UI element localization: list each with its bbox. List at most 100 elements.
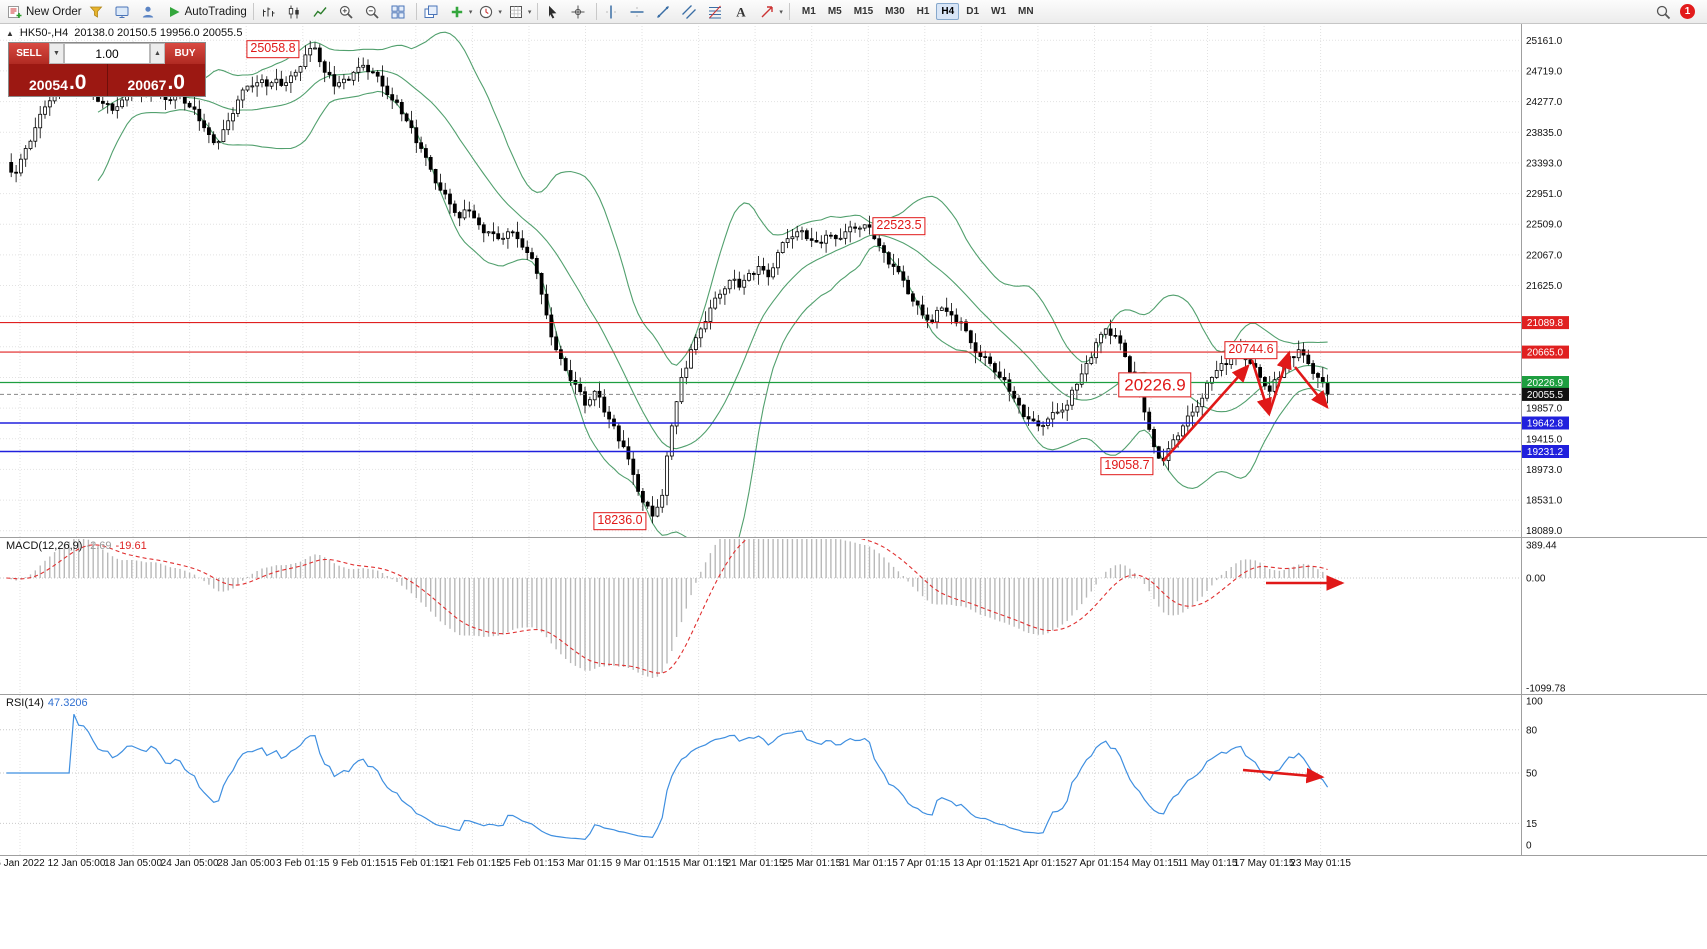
svg-text:19857.0: 19857.0	[1526, 404, 1563, 415]
terminal-button[interactable]	[111, 0, 137, 23]
buy-button[interactable]: BUY	[165, 43, 205, 64]
annotation-arrow[interactable]	[1162, 364, 1250, 462]
toolbar-separator	[252, 3, 254, 20]
fibonacci-button[interactable]	[704, 0, 730, 23]
timeframe-m1[interactable]: M1	[801, 6, 816, 17]
price-callout[interactable]: 20226.9	[1118, 372, 1192, 398]
funnel-icon	[89, 6, 103, 18]
timeframe-w1[interactable]: W1	[991, 6, 1007, 17]
timeframe-mn[interactable]: MN	[1018, 6, 1034, 17]
svg-text:23 May 01:15: 23 May 01:15	[1290, 858, 1351, 869]
funnel-button[interactable]	[85, 0, 111, 23]
sell-button[interactable]: SELL	[9, 43, 49, 64]
svg-text:4 May 01:15: 4 May 01:15	[1123, 858, 1178, 869]
chevron-down-icon: ▾	[527, 8, 532, 16]
periods-button[interactable]: ▾	[475, 0, 505, 23]
annotation-arrow[interactable]	[1250, 359, 1272, 417]
svg-text:50: 50	[1526, 769, 1538, 780]
crosshair-icon	[571, 5, 585, 18]
annotation-arrow[interactable]	[1293, 366, 1329, 410]
volume-input[interactable]	[64, 43, 150, 64]
equidistant-channel-button[interactable]	[678, 0, 704, 23]
svg-text:18089.0: 18089.0	[1526, 526, 1563, 537]
price-level-tag: 20665.0	[1522, 345, 1569, 359]
cascade-windows-button[interactable]	[420, 0, 446, 23]
line-chart-mode-button[interactable]	[309, 0, 335, 23]
cursor-button[interactable]	[541, 0, 567, 23]
one-click-toggle-button[interactable]: ▲	[6, 28, 14, 38]
sell-price[interactable]: 20054.0	[9, 64, 107, 96]
trendline-button[interactable]	[652, 0, 678, 23]
horizontal-line-button[interactable]	[626, 0, 652, 23]
bar-chart-mode-button[interactable]	[257, 0, 283, 23]
price-level-tag: 19642.8	[1522, 416, 1569, 430]
svg-text:3 Mar 01:15: 3 Mar 01:15	[559, 858, 613, 869]
candlestick-mode-icon	[288, 5, 299, 18]
add-indicator-icon	[451, 6, 463, 17]
timeframe-h4[interactable]: H4	[936, 3, 960, 20]
svg-text:21 Feb 01:15: 21 Feb 01:15	[443, 858, 502, 869]
price-callout[interactable]: 18236.0	[593, 512, 647, 530]
annotation-arrow[interactable]	[1267, 350, 1292, 415]
zoom-in-icon	[339, 5, 353, 19]
candlestick-mode-button[interactable]	[283, 0, 309, 23]
tile-windows-button[interactable]	[387, 0, 413, 23]
timeframe-d1[interactable]: D1	[966, 6, 980, 17]
svg-text:20055.5: 20055.5	[1527, 390, 1564, 401]
timeframe-m30[interactable]: M30	[885, 6, 905, 17]
notification-badge[interactable]: 1	[1680, 4, 1695, 19]
symbol-name: HK50-,H4	[19, 27, 69, 39]
zoom-out-button[interactable]	[361, 0, 387, 23]
toolbar: New Order AutoTrading ▾ ▾ ▾ A ▾ M1 M5 M15 M30 H1 H4 D…	[0, 0, 1707, 24]
text-label-button[interactable]: A	[730, 0, 756, 23]
volume-increase-button[interactable]: ▲	[150, 43, 165, 64]
svg-text:13 Apr 01:15: 13 Apr 01:15	[953, 858, 1010, 869]
svg-text:80: 80	[1526, 725, 1538, 736]
annotation-arrow[interactable]	[1242, 767, 1325, 784]
svg-text:20226.9: 20226.9	[1527, 378, 1564, 389]
add-indicator-button[interactable]: ▾	[446, 0, 476, 23]
timeframe-h1[interactable]: H1	[916, 6, 930, 17]
line-chart-mode-icon	[313, 6, 327, 17]
autotrading-button[interactable]: AutoTrading	[163, 0, 250, 23]
svg-text:6 Jan 2022: 6 Jan 2022	[0, 858, 45, 869]
buy-price[interactable]: 20067.0	[107, 64, 205, 96]
symbol-info-bar: ▲ HK50-,H4 20138.0 20150.5 19956.0 20055…	[6, 27, 242, 39]
search-button[interactable]	[1652, 0, 1678, 23]
svg-text:22067.0: 22067.0	[1526, 250, 1563, 261]
templates-button[interactable]: ▾	[505, 0, 535, 23]
vertical-line-button[interactable]	[600, 0, 626, 23]
toolbar-separator	[415, 3, 417, 20]
arrows-tool-icon	[761, 5, 774, 17]
zoom-in-button[interactable]	[335, 0, 361, 23]
svg-text:A: A	[737, 4, 747, 19]
price-callout[interactable]: 19058.7	[1100, 457, 1154, 475]
price-callout[interactable]: 20744.6	[1224, 341, 1278, 359]
crosshair-button[interactable]	[567, 0, 593, 23]
svg-text:31 Mar 01:15: 31 Mar 01:15	[839, 858, 898, 869]
cursor-icon	[549, 5, 557, 18]
one-click-controls: SELL ▼ ▲ BUY	[9, 43, 205, 64]
price-callout[interactable]: 25058.8	[246, 40, 300, 58]
price-level-tag: 19231.2	[1522, 445, 1569, 458]
svg-text:19415.0: 19415.0	[1526, 434, 1563, 445]
chevron-down-icon: ▾	[498, 8, 502, 16]
svg-text:21625.0: 21625.0	[1526, 281, 1563, 292]
new-order-button[interactable]: New Order	[4, 0, 85, 23]
arrows-tool-button[interactable]: ▾	[756, 0, 786, 23]
toolbar-separator	[537, 3, 539, 20]
volume-decrease-button[interactable]: ▼	[49, 43, 64, 64]
svg-text:24 Jan 05:00: 24 Jan 05:00	[161, 858, 219, 869]
cascade-windows-icon	[424, 5, 438, 18]
price-callout[interactable]: 22523.5	[872, 217, 926, 235]
timeframe-m15[interactable]: M15	[853, 6, 874, 17]
timeframe-m5[interactable]: M5	[827, 6, 842, 17]
svg-text:9 Mar 01:15: 9 Mar 01:15	[615, 858, 669, 869]
horizontal-line-icon	[630, 6, 644, 17]
timeframe-group: M1 M5 M15 M30 H1 H4 D1 W1 MN	[797, 3, 1039, 20]
price-level-tag: 21089.8	[1522, 316, 1569, 330]
accounts-button[interactable]	[137, 0, 163, 23]
svg-text:28 Jan 05:00: 28 Jan 05:00	[217, 858, 275, 869]
